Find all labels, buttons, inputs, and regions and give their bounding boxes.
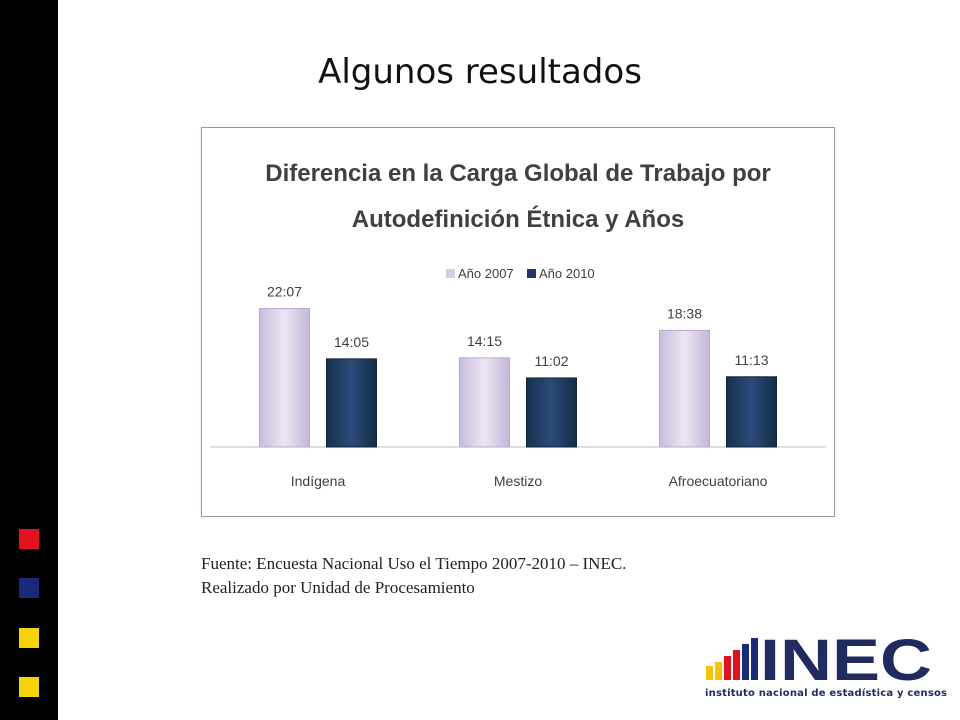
data-label-2010-1: 11:02 bbox=[535, 353, 569, 369]
bar-chart: Diferencia en la Carga Global de Trabajo… bbox=[210, 160, 826, 489]
category-label-2: Afroecuatoriano bbox=[669, 473, 768, 489]
logo-subtitle: instituto nacional de estadística y cens… bbox=[705, 688, 948, 699]
slide-title: Algunos resultados bbox=[318, 52, 642, 92]
legend-swatch-2007 bbox=[446, 269, 455, 278]
bar-2010-0 bbox=[326, 358, 377, 448]
bar-2007-0 bbox=[259, 308, 310, 448]
yellow-square bbox=[19, 677, 39, 697]
left-decorative-bar bbox=[0, 0, 58, 720]
inec-logo: INEC bbox=[706, 628, 932, 688]
data-label-2007-1: 14:15 bbox=[467, 333, 502, 349]
logo-text: INEC bbox=[760, 628, 932, 688]
legend-label-2007: Año 2007 bbox=[458, 266, 514, 281]
data-label-2007-2: 18:38 bbox=[667, 305, 702, 321]
data-label-2007-0: 22:07 bbox=[267, 284, 302, 300]
category-label-1: Mestizo bbox=[494, 473, 542, 489]
bar-2007-1 bbox=[459, 357, 510, 448]
legend-swatch-2010 bbox=[527, 269, 536, 278]
category-label-0: Indígena bbox=[291, 473, 346, 489]
yellow-square bbox=[19, 628, 39, 648]
chart-title-line2: Autodefinición Étnica y Años bbox=[352, 205, 684, 233]
data-label-2010-0: 14:05 bbox=[334, 334, 369, 350]
bar-2007-2 bbox=[659, 329, 710, 448]
data-label-2010-2: 11:13 bbox=[735, 352, 769, 368]
chart-title-line1: Diferencia en la Carga Global de Trabajo… bbox=[265, 160, 770, 187]
logo-bars-icon bbox=[706, 638, 758, 680]
legend-label-2010: Año 2010 bbox=[539, 266, 595, 281]
bar-2010-1 bbox=[526, 377, 577, 448]
source-line-1: Fuente: Encuesta Nacional Uso el Tiempo … bbox=[201, 554, 627, 573]
bar-2010-2 bbox=[726, 376, 777, 448]
source-line-2: Realizado por Unidad de Procesamiento bbox=[201, 578, 475, 597]
blue-square bbox=[19, 578, 39, 598]
red-square bbox=[19, 529, 39, 549]
chart-frame: Diferencia en la Carga Global de Trabajo… bbox=[201, 127, 835, 517]
